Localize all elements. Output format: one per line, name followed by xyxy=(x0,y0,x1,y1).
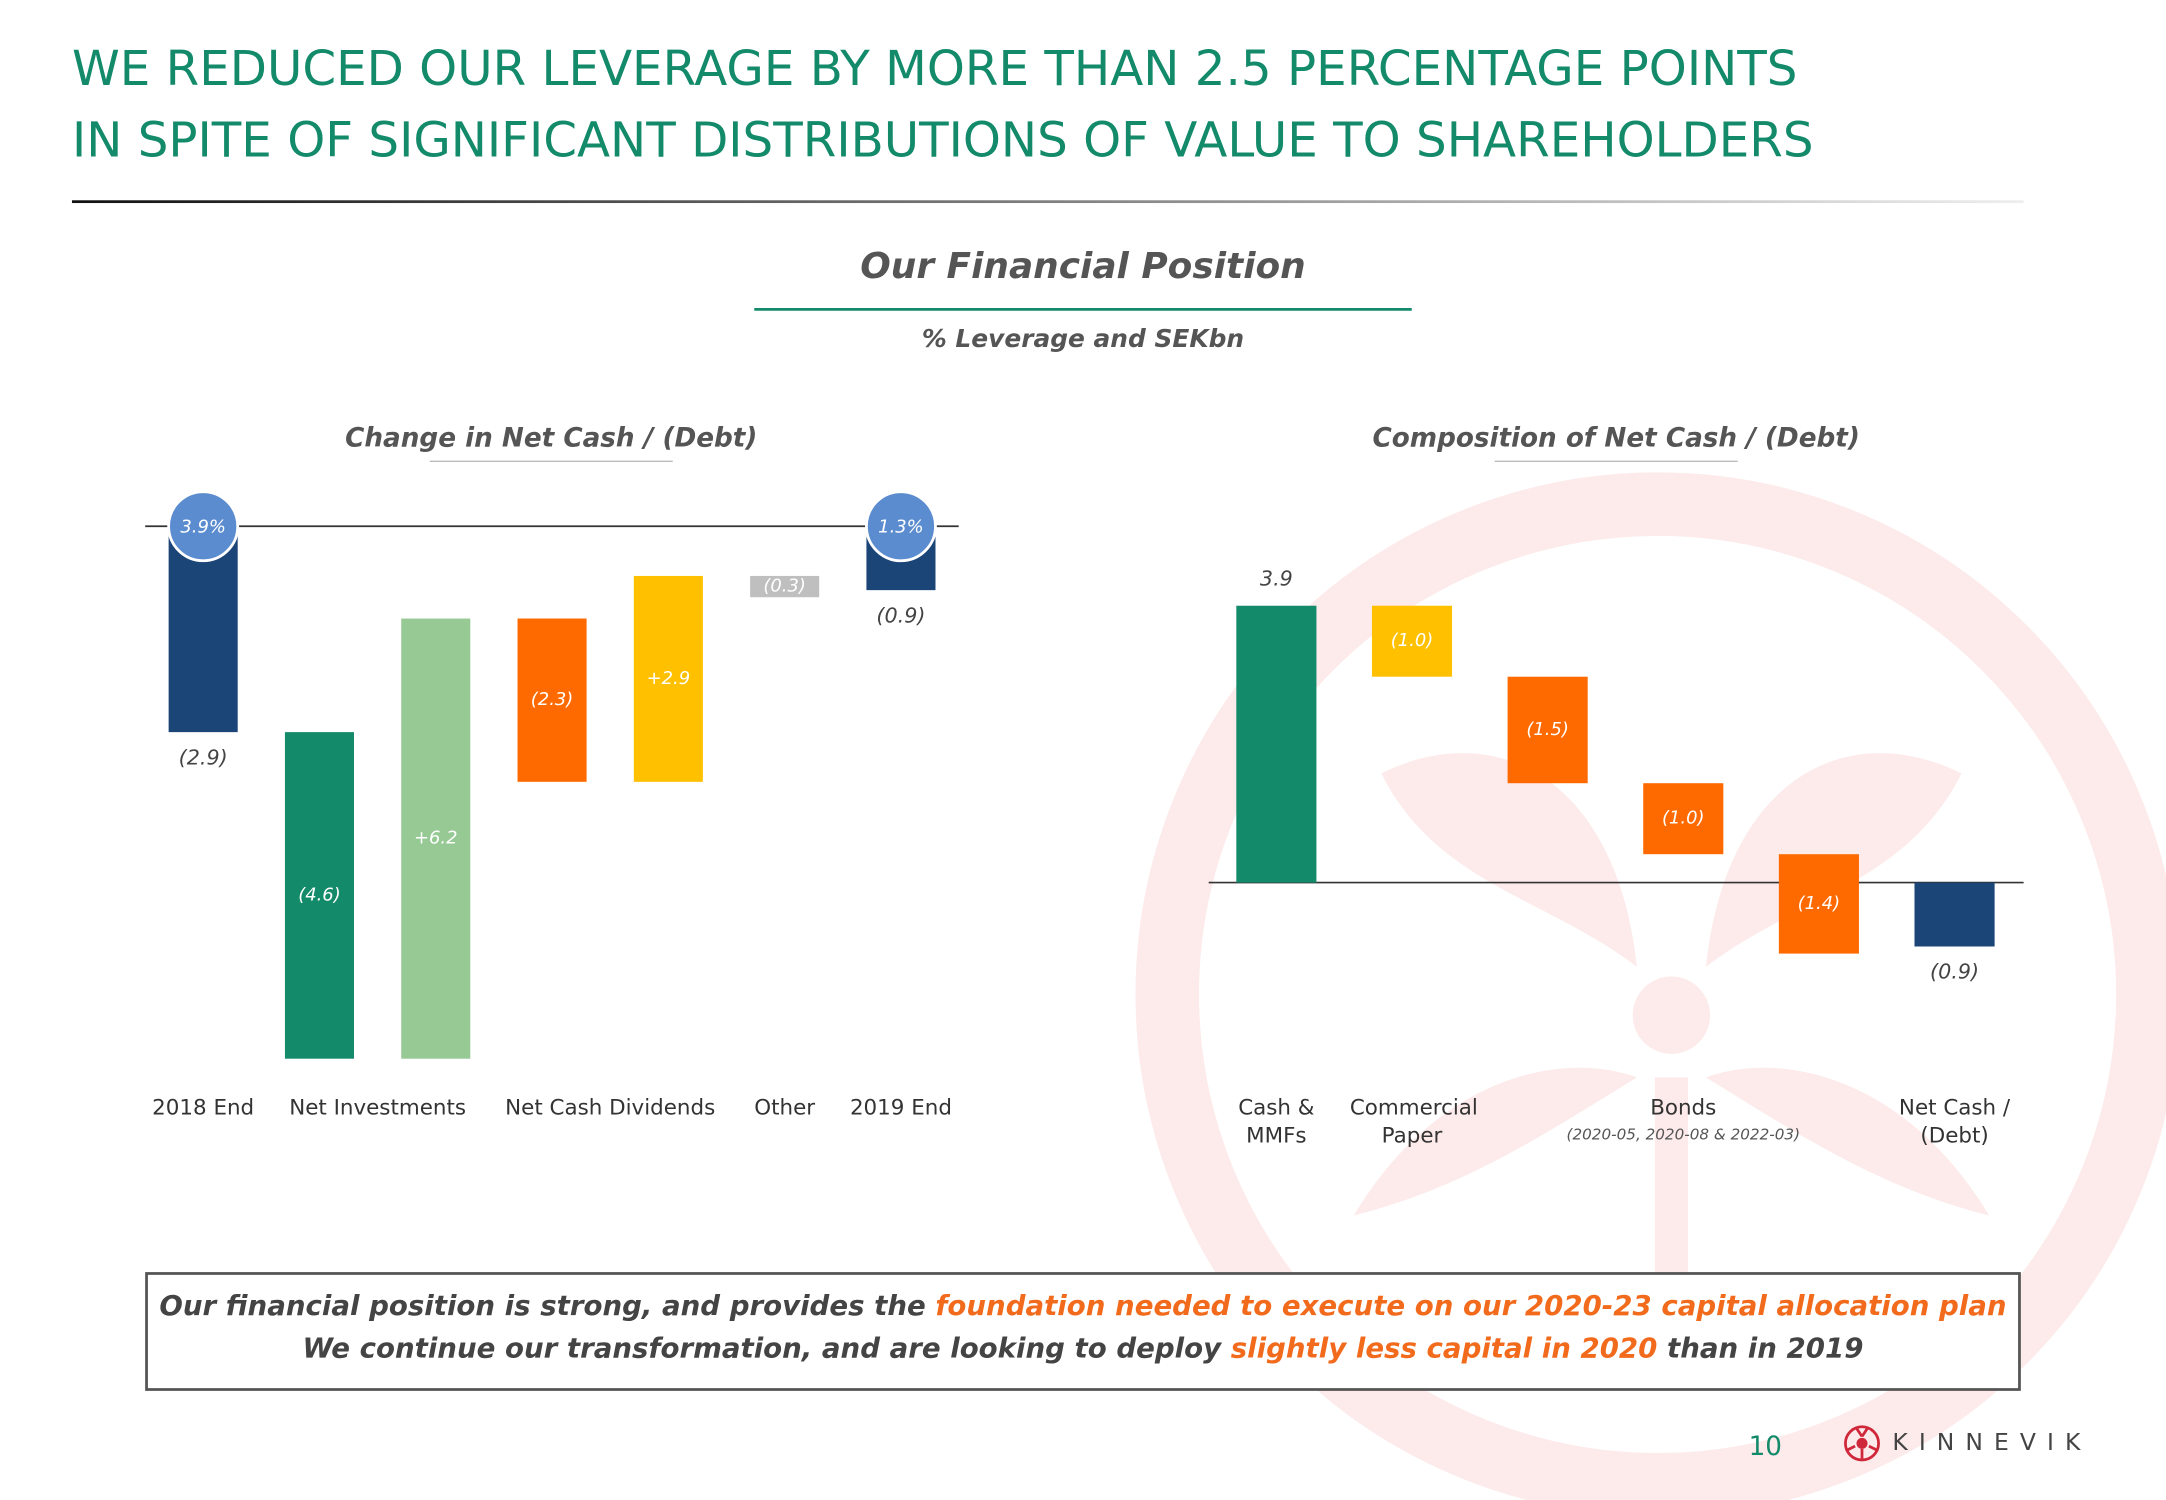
category-text: Net Investments xyxy=(289,1095,467,1121)
value-label: (0.9) xyxy=(1930,960,1979,984)
category-label: 2019 End xyxy=(777,1094,1026,1122)
value-label: +2.9 xyxy=(647,668,691,689)
category-label-area: 2019 End xyxy=(777,1094,1026,1122)
bar xyxy=(750,575,820,598)
value-label: (1.0) xyxy=(1662,808,1705,829)
callout-line: We continue our transformation, and are … xyxy=(147,1327,2020,1370)
category-label: Cash & MMFs xyxy=(1214,1094,1338,1149)
callout-line: Our financial position is strong, and pr… xyxy=(147,1285,2020,1328)
callout-area: Our financial position is strong, and pr… xyxy=(147,1285,2020,1371)
heading: Our Financial Position xyxy=(860,246,1305,287)
callout-text: than in 2019 xyxy=(1657,1331,1864,1365)
title-line: WE REDUCED OUR LEVERAGE BY MORE THAN 2.5… xyxy=(72,41,1798,97)
category-label: Commercial Paper xyxy=(1350,1094,1478,1149)
bar xyxy=(1371,605,1453,677)
category-text: Net Cash Dividends xyxy=(505,1095,716,1121)
category-label: Net Cash Dividends xyxy=(486,1094,735,1122)
category-text: Cash & MMFs xyxy=(1238,1095,1315,1148)
category-label: Net Cash / (Debt) xyxy=(1892,1094,2016,1149)
brand: KINNEVIK xyxy=(1892,1428,2091,1456)
value-label: (0.9) xyxy=(876,603,925,627)
category-label-area: Other xyxy=(660,1094,909,1122)
value-label: (1.5) xyxy=(1526,719,1569,740)
category-note: (2020-05, 2020-08 & 2022-03) xyxy=(1566,1125,1801,1144)
bar xyxy=(1914,882,1995,947)
rule xyxy=(71,200,2024,204)
value-label: 3.9 xyxy=(1260,566,1293,590)
category-label-area: Cash & MMFs xyxy=(1214,1094,1338,1149)
category-label: Bonds (2020-05, 2020-08 & 2022-03) xyxy=(1559,1094,1808,1149)
bar xyxy=(401,618,471,1059)
category-text: 2019 End xyxy=(849,1095,952,1121)
category-label-area: Commercial Paper xyxy=(1350,1094,1478,1149)
category-label-area: Net Cash / (Debt) xyxy=(1892,1094,2016,1149)
value-label: +6.2 xyxy=(414,828,458,849)
bar xyxy=(1507,676,1588,784)
category-text: Bonds xyxy=(1650,1095,1717,1121)
logo-icon xyxy=(1844,1425,1880,1462)
chart-title: Composition of Net Cash / (Debt) xyxy=(1372,424,1859,454)
bar xyxy=(1778,854,1859,954)
bar xyxy=(1643,783,1724,855)
category-text: Other xyxy=(754,1095,816,1121)
leverage-bubble xyxy=(865,490,937,563)
callout-box xyxy=(145,1272,2021,1391)
category-label-area: Net Cash Dividends xyxy=(486,1094,735,1122)
value-label: (2.3) xyxy=(531,689,574,710)
category-label-area: Bonds (2020-05, 2020-08 & 2022-03) xyxy=(1559,1094,1808,1149)
category-label: 2018 End xyxy=(79,1094,328,1122)
value-label: (0.3) xyxy=(763,576,806,597)
title-line: IN SPITE OF SIGNIFICANT DISTRIBUTIONS OF… xyxy=(72,113,1814,169)
category-text: Commercial Paper xyxy=(1349,1095,1478,1148)
bar xyxy=(633,575,703,782)
bar xyxy=(1236,605,1317,883)
bar xyxy=(517,618,587,782)
callout-text: slightly less capital in 2020 xyxy=(1230,1331,1658,1365)
category-label-area: 2018 End xyxy=(79,1094,328,1122)
callout: Our financial position is strong, and pr… xyxy=(147,1285,2020,1371)
category-text: Net Cash / (Debt) xyxy=(1898,1095,2011,1148)
category-label-area: Net Investments xyxy=(253,1094,502,1122)
leverage-label: 1.3% xyxy=(878,517,924,538)
category-text: 2018 End xyxy=(152,1095,255,1121)
bar xyxy=(284,732,354,1059)
value-label: (1.0) xyxy=(1391,630,1434,651)
category-label: Net Investments xyxy=(253,1094,502,1122)
callout-text: Our financial position is strong, and pr… xyxy=(159,1288,936,1322)
leverage-label: 3.9% xyxy=(180,517,226,538)
value-label: (1.4) xyxy=(1798,893,1841,914)
value-label: (4.6) xyxy=(298,884,341,905)
chart-title: Change in Net Cash / (Debt) xyxy=(345,424,757,454)
category-label: Other xyxy=(660,1094,909,1122)
subheading: % Leverage and SEKbn xyxy=(922,324,1244,353)
callout-text: foundation needed to execute on our 2020… xyxy=(935,1288,2007,1322)
page-number: 10 xyxy=(1749,1432,1782,1462)
callout-text: We continue our transformation, and are … xyxy=(302,1331,1231,1365)
leverage-bubble xyxy=(167,490,240,563)
value-label: (2.9) xyxy=(179,745,228,769)
